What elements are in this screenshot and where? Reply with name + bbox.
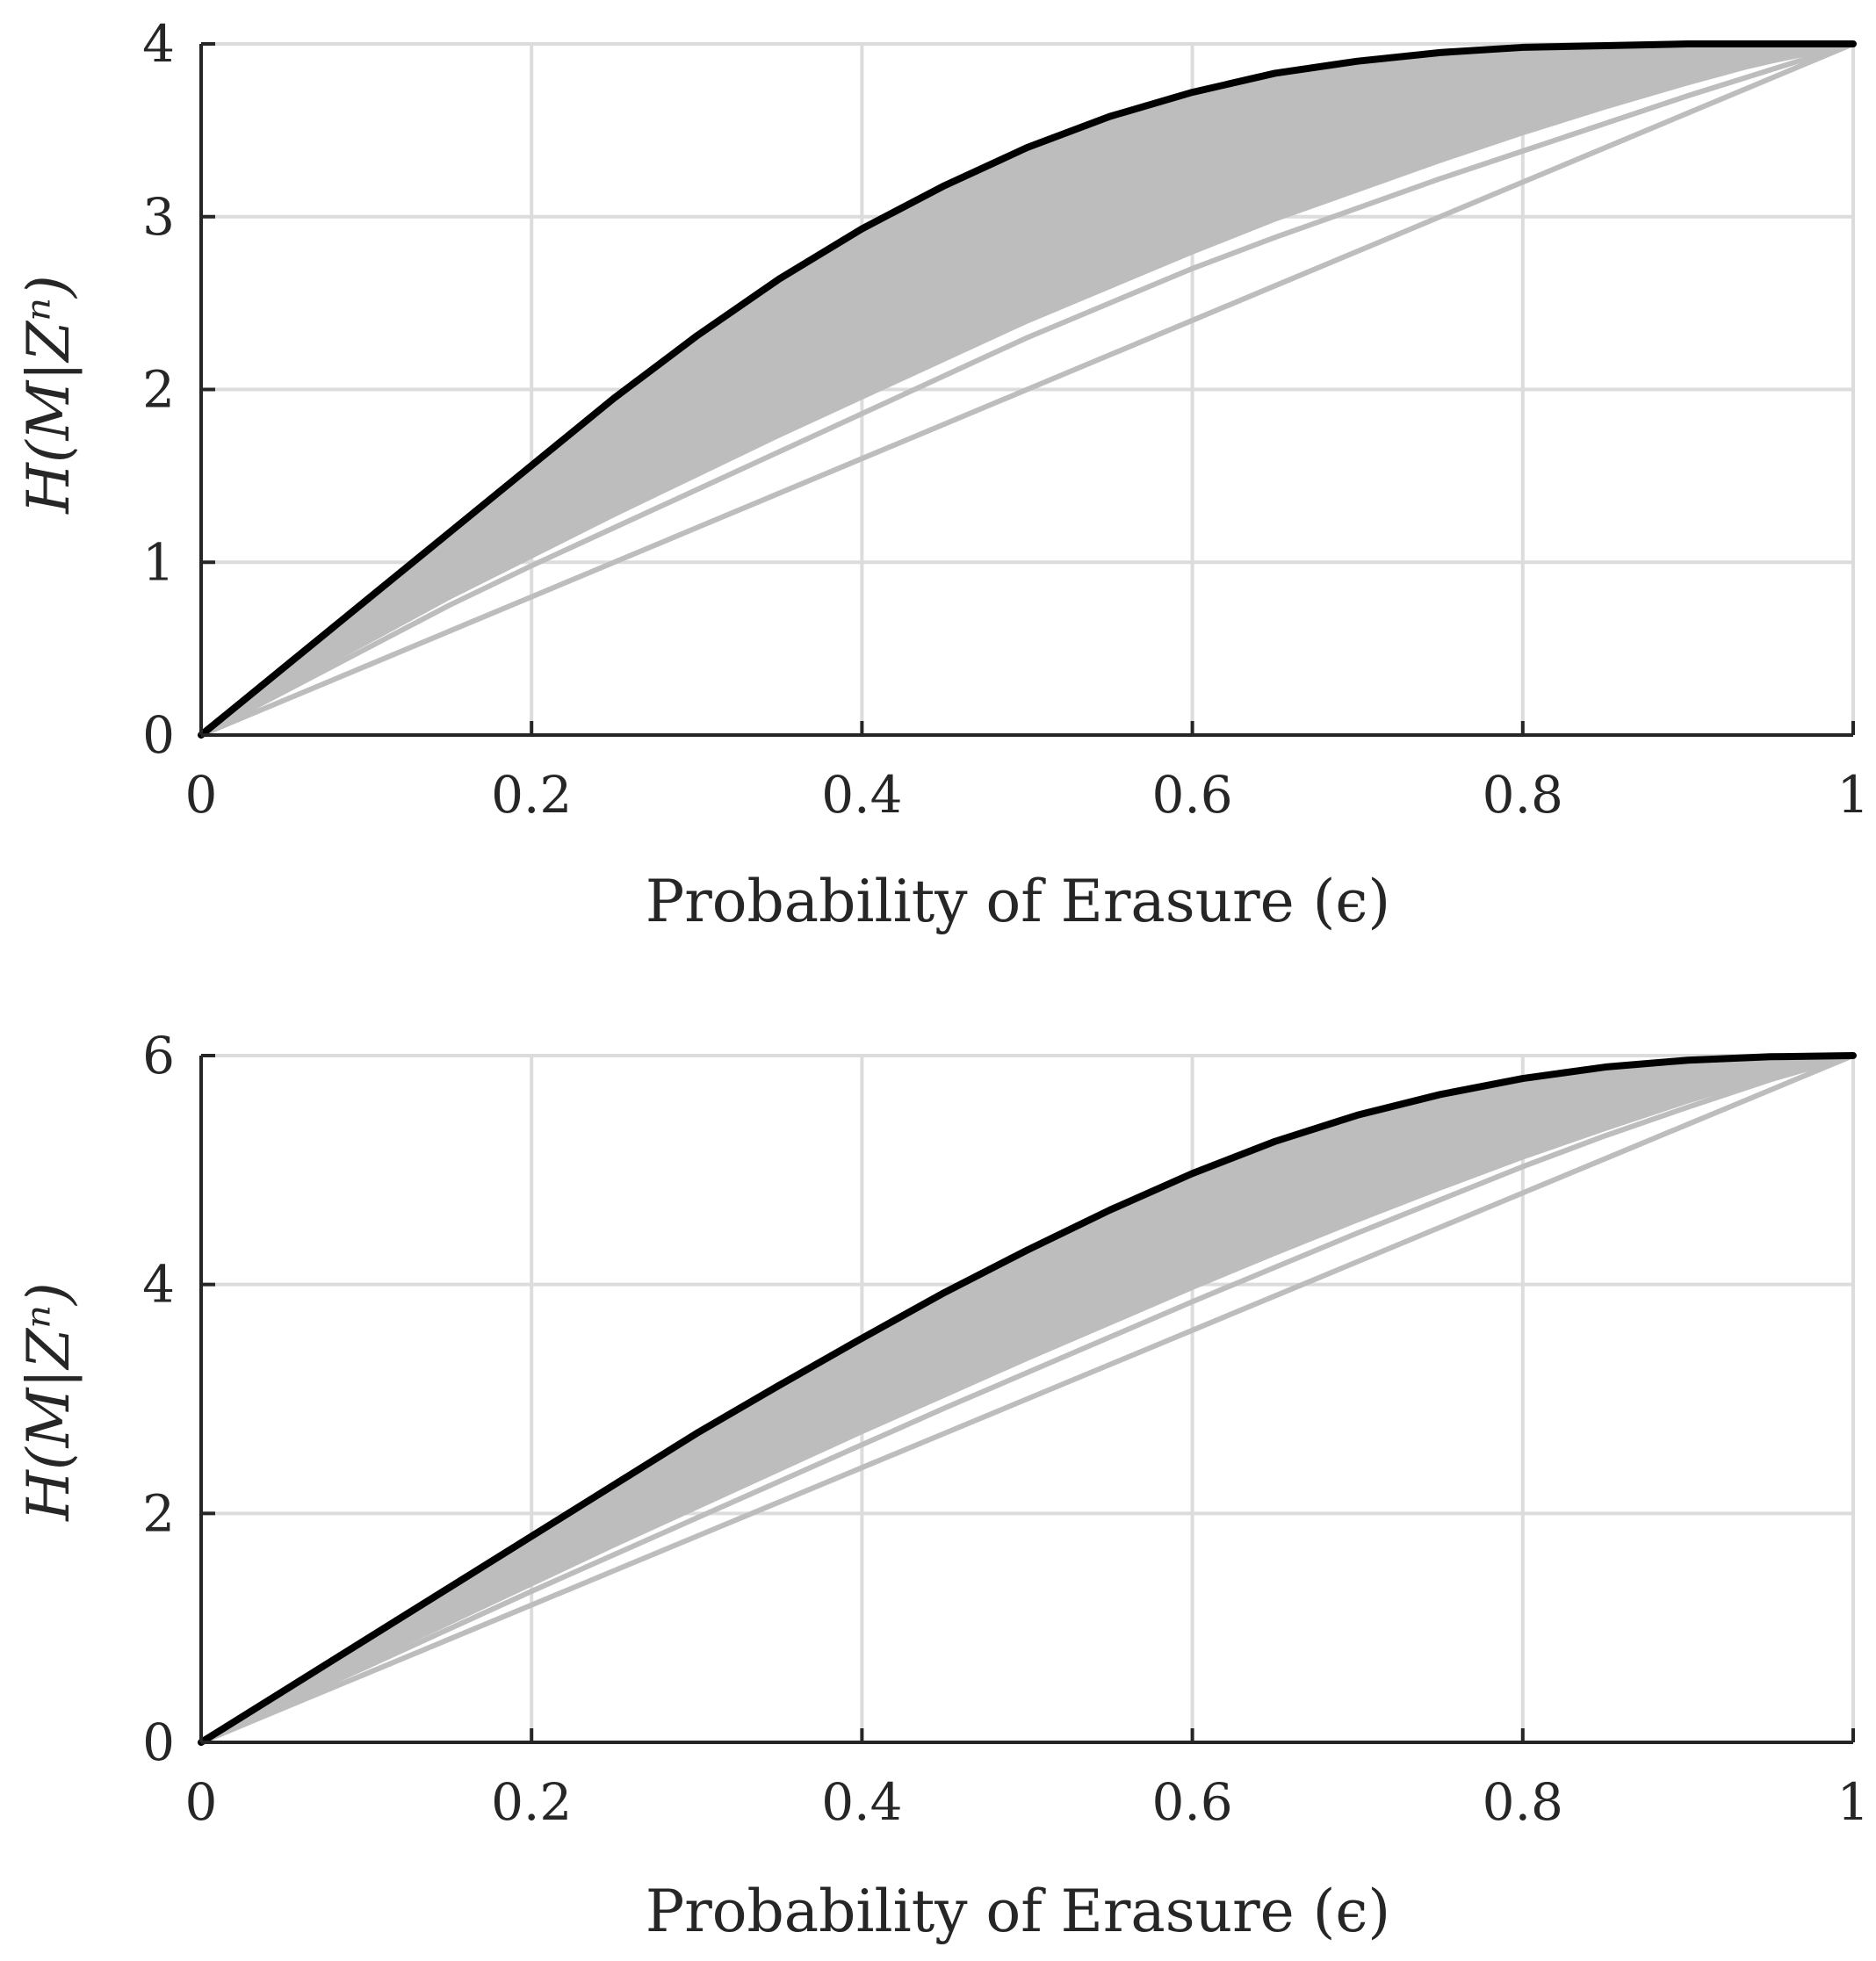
top-chart-x-axis-label: Probability of Erasure (ϵ) bbox=[646, 868, 1390, 935]
bottom-chart-y-tick-label: 4 bbox=[142, 1255, 175, 1315]
top-chart-x-tick-label: 0.6 bbox=[1151, 765, 1232, 825]
bottom-chart-x-tick-label: 0 bbox=[185, 1772, 218, 1832]
top-chart-y-tick-label: 0 bbox=[142, 705, 175, 765]
bottom-chart: 0 0.2 0.4 0.6 0.8 1 0 2 4 6 Probability of Erasu… bbox=[15, 1026, 1869, 1945]
bottom-chart-x-tick-label: 0.8 bbox=[1483, 1772, 1563, 1832]
bottom-chart-code-curve-line bbox=[198, 1053, 1856, 1745]
top-chart-y-axis-label: H(M|Zⁿ) bbox=[15, 275, 83, 514]
top-chart-x-tick-label: 0 bbox=[185, 765, 218, 825]
top-chart-x-ticks: 0 0.2 0.4 0.6 0.8 1 bbox=[185, 721, 1870, 825]
top-chart-y-tick-label: 1 bbox=[142, 532, 175, 592]
top-chart: 0 0.2 0.4 0.6 0.8 1 0 1 2 3 4 Probability of Eras… bbox=[15, 14, 1869, 935]
top-chart-x-tick-label: 0.4 bbox=[821, 765, 902, 825]
top-chart-y-tick-label: 2 bbox=[142, 360, 175, 420]
bottom-chart-x-tick-label: 0.2 bbox=[491, 1772, 572, 1832]
bottom-chart-y-tick-label: 0 bbox=[142, 1712, 175, 1772]
top-chart-band bbox=[201, 44, 1853, 735]
bottom-chart-x-axis-label: Probability of Erasure (ϵ) bbox=[646, 1878, 1390, 1945]
top-chart-upper-envelope-line bbox=[198, 40, 1857, 739]
bottom-chart-x-ticks: 0 0.2 0.4 0.6 0.8 1 bbox=[185, 1728, 1870, 1832]
bottom-chart-upper-envelope-line bbox=[198, 1052, 1857, 1746]
bottom-chart-x-tick-label: 0.6 bbox=[1151, 1772, 1232, 1832]
top-chart-x-tick-label: 0.8 bbox=[1483, 765, 1563, 825]
top-chart-code-curves-band bbox=[201, 44, 1853, 735]
bottom-chart-y-tick-label: 6 bbox=[142, 1026, 175, 1085]
bottom-chart-y-axis-label: H(M|Zⁿ) bbox=[15, 1282, 83, 1521]
top-chart-lower-bound-line bbox=[198, 41, 1856, 738]
bottom-chart-y-ticks: 0 2 4 6 bbox=[142, 1026, 215, 1772]
top-chart-y-ticks: 0 1 2 3 4 bbox=[142, 14, 215, 765]
bottom-chart-x-tick-label: 0.4 bbox=[821, 1772, 902, 1832]
top-chart-x-tick-label: 0.2 bbox=[491, 765, 572, 825]
bottom-chart-lines bbox=[198, 1052, 1857, 1746]
top-chart-lines bbox=[198, 40, 1857, 739]
bottom-chart-x-tick-label: 1 bbox=[1837, 1772, 1870, 1832]
top-chart-code-curve-line bbox=[198, 41, 1856, 738]
bottom-chart-lower-bound-line bbox=[198, 1053, 1856, 1745]
top-chart-code-curve-line bbox=[198, 41, 1856, 738]
top-chart-y-tick-label: 4 bbox=[142, 14, 175, 74]
bottom-chart-y-tick-label: 2 bbox=[142, 1483, 175, 1543]
top-chart-x-tick-label: 1 bbox=[1837, 765, 1870, 825]
top-chart-y-tick-label: 3 bbox=[142, 187, 175, 247]
bottom-chart-axes-frame bbox=[199, 1056, 1853, 1744]
